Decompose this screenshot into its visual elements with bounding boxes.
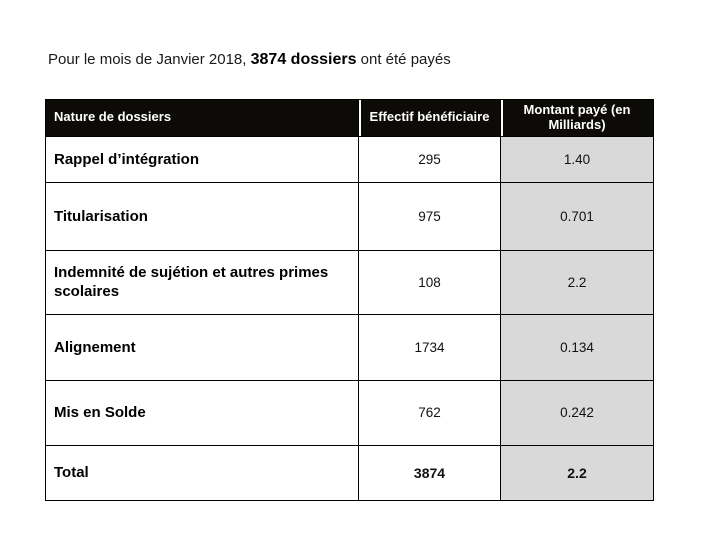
cell-nature: Alignement xyxy=(45,313,359,381)
report-title-highlight: 3874 dossiers xyxy=(250,51,357,68)
cell-montant: 2.2 xyxy=(500,249,654,315)
table-row: Titularisation 975 0.701 xyxy=(45,181,654,251)
total-row: Total 3874 2.2 xyxy=(45,444,654,501)
table-row: Rappel d’intégration 295 1.40 xyxy=(45,135,654,183)
cell-montant: 0.242 xyxy=(500,379,654,446)
table-row: Alignement 1734 0.134 xyxy=(45,313,654,381)
header-effectif: Effectif bénéficiaire xyxy=(358,99,501,137)
cell-effectif: 1734 xyxy=(358,313,501,381)
cell-total-label: Total xyxy=(45,444,359,501)
table-row: Indemnité de sujétion et autres primes s… xyxy=(45,249,654,315)
cell-nature: Mis en Solde xyxy=(45,379,359,446)
cell-effectif: 295 xyxy=(358,135,501,183)
table-header-row: Nature de dossiers Effectif bénéficiaire… xyxy=(45,99,654,137)
report-title-prefix: Pour le mois de Janvier 2018, xyxy=(48,51,251,68)
summary-table: Nature de dossiers Effectif bénéficiaire… xyxy=(45,99,654,501)
cell-nature: Indemnité de sujétion et autres primes s… xyxy=(45,249,359,315)
cell-nature: Titularisation xyxy=(45,181,359,251)
cell-total-montant: 2.2 xyxy=(500,444,654,501)
cell-nature: Rappel d’intégration xyxy=(45,135,359,183)
header-montant: Montant payé (en Milliards) xyxy=(500,99,654,137)
report-title: Pour le mois de Janvier 2018, 3874 dossi… xyxy=(48,51,451,69)
cell-effectif: 108 xyxy=(358,249,501,315)
cell-effectif: 975 xyxy=(358,181,501,251)
header-nature: Nature de dossiers xyxy=(45,99,359,137)
report-title-suffix: ont été payés xyxy=(356,51,451,68)
cell-montant: 1.40 xyxy=(500,135,654,183)
cell-effectif: 762 xyxy=(358,379,501,446)
table-row: Mis en Solde 762 0.242 xyxy=(45,379,654,446)
cell-total-effectif: 3874 xyxy=(358,444,501,501)
cell-montant: 0.701 xyxy=(500,181,654,251)
cell-montant: 0.134 xyxy=(500,313,654,381)
